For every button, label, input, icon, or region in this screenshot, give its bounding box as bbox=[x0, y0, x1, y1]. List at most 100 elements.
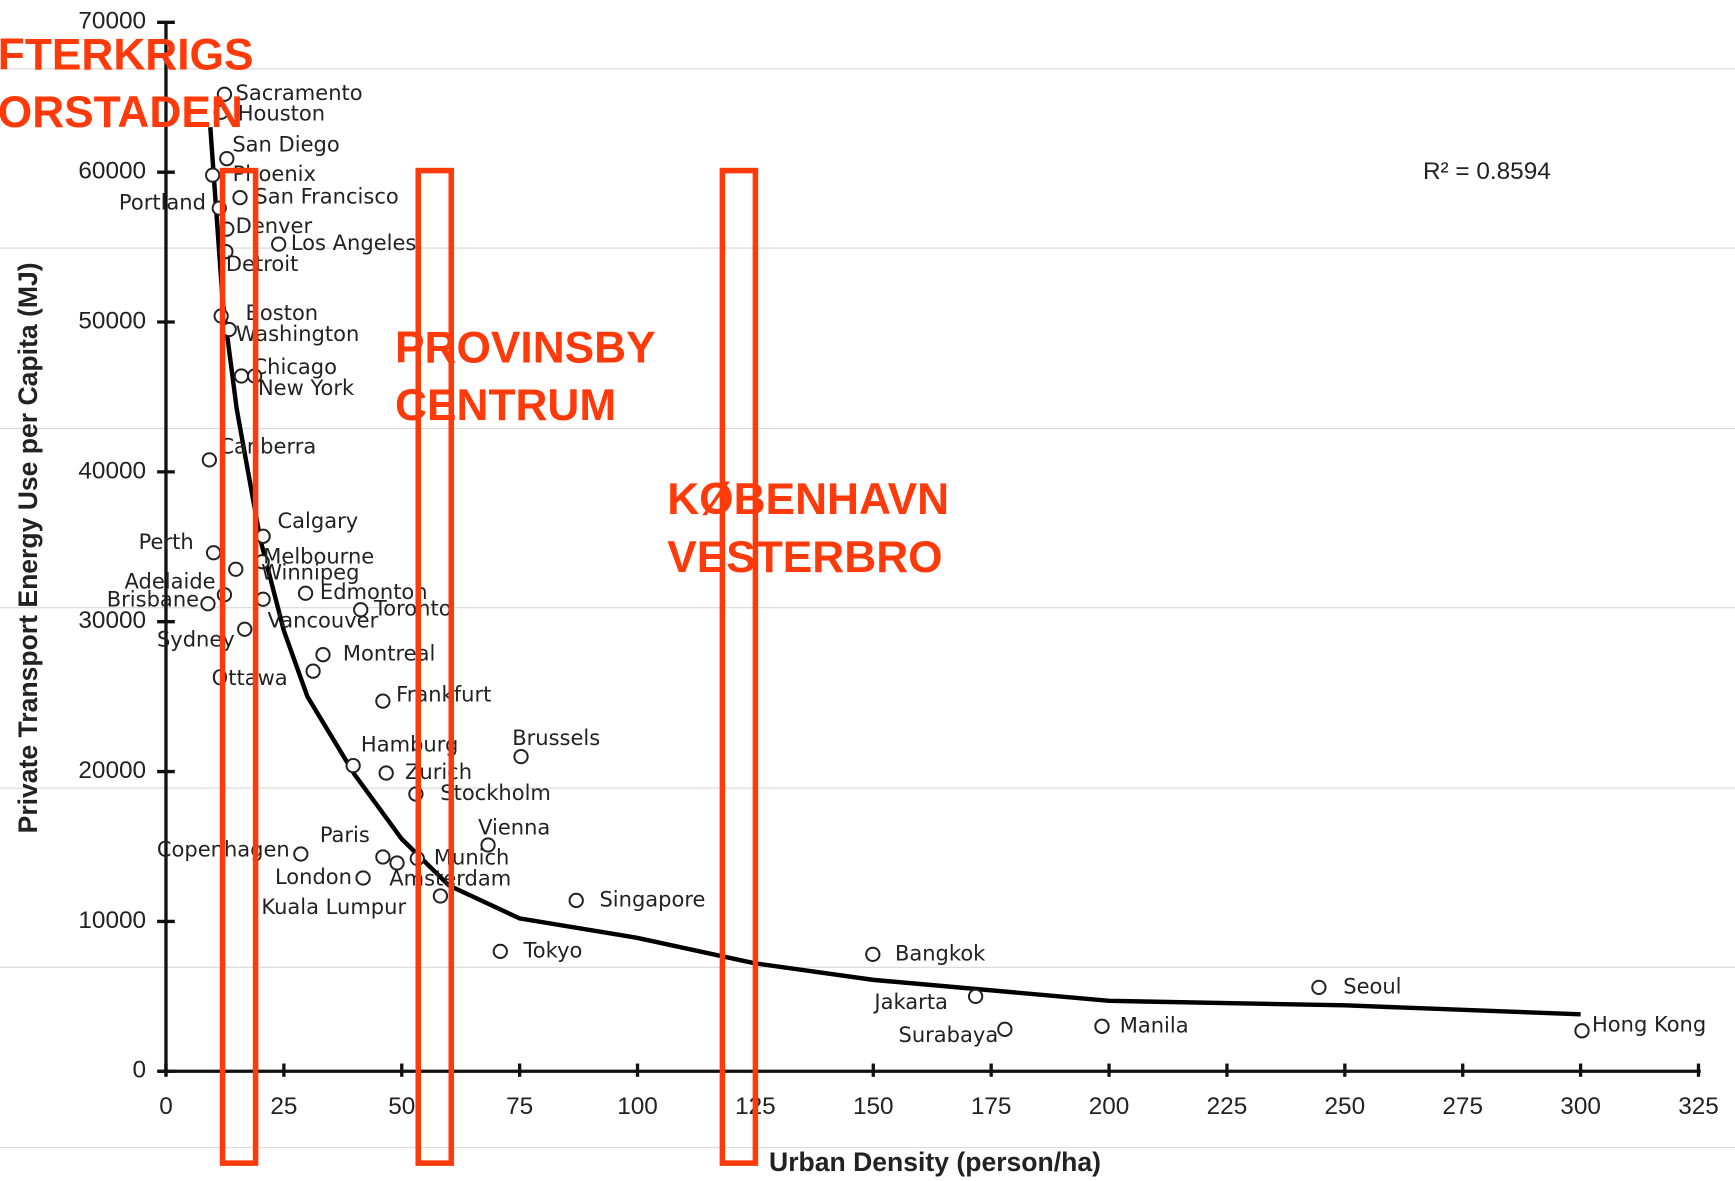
city-point bbox=[353, 602, 369, 618]
y-tick-label: 50000 bbox=[78, 307, 146, 334]
city-point bbox=[1094, 1018, 1110, 1034]
city-point bbox=[997, 1021, 1013, 1037]
city-point bbox=[375, 693, 391, 709]
r-squared: R² = 0.8594 bbox=[1423, 158, 1551, 185]
city-point bbox=[1574, 1023, 1590, 1039]
highlight-band bbox=[415, 167, 455, 1166]
city-label: Paris bbox=[320, 822, 370, 847]
annotation: CENTRUM bbox=[395, 381, 616, 430]
city-point bbox=[865, 946, 881, 963]
city-label: Edmonton bbox=[320, 579, 428, 604]
x-tick-label: 325 bbox=[1678, 1093, 1719, 1120]
annotation: KØBENHAVN bbox=[667, 475, 949, 524]
x-tick-label: 250 bbox=[1325, 1093, 1366, 1120]
y-tick-label: 60000 bbox=[78, 158, 146, 185]
city-label: San Diego bbox=[232, 131, 339, 156]
city-label: Montreal bbox=[343, 641, 435, 666]
city-label: Melbourne bbox=[263, 543, 374, 568]
city-point bbox=[213, 104, 229, 120]
city-label: Phoenix bbox=[233, 161, 316, 186]
city-point bbox=[305, 663, 321, 679]
x-tick-label: 75 bbox=[506, 1093, 533, 1120]
city-label: Perth bbox=[139, 529, 194, 554]
city-point bbox=[1311, 979, 1327, 995]
city-label: Singapore bbox=[599, 886, 705, 911]
city-label: Canberra bbox=[219, 434, 316, 459]
city-point bbox=[216, 86, 233, 102]
city-point bbox=[389, 855, 405, 871]
city-label: Calgary bbox=[277, 508, 358, 533]
city-point bbox=[228, 561, 244, 577]
y-tick-label: 30000 bbox=[78, 607, 146, 634]
annotation: FTERKRIGS bbox=[0, 30, 253, 79]
city-point bbox=[200, 596, 216, 612]
city-point bbox=[255, 591, 271, 607]
city-label: Vienna bbox=[478, 814, 550, 839]
x-tick-label: 25 bbox=[270, 1093, 297, 1120]
annotation: PROVINSBY bbox=[395, 324, 656, 373]
city-label: Manila bbox=[1120, 1012, 1189, 1037]
x-tick-label: 150 bbox=[853, 1093, 894, 1120]
city-point bbox=[255, 528, 271, 544]
city-label: Hamburg bbox=[361, 732, 458, 757]
city-point bbox=[205, 545, 222, 561]
city-point bbox=[201, 452, 217, 468]
y-tick-label: 20000 bbox=[78, 757, 146, 784]
y-axis-label: Private Transport Energy Use per Capita … bbox=[13, 262, 43, 833]
x-tick-label: 100 bbox=[617, 1093, 658, 1120]
highlight-band bbox=[719, 167, 759, 1166]
y-tick-label: 40000 bbox=[78, 457, 146, 484]
city-label: Detroit bbox=[226, 251, 298, 276]
city-label: Munich bbox=[434, 844, 509, 869]
city-label: Sacramento bbox=[236, 80, 363, 105]
city-point bbox=[513, 748, 529, 765]
city-point bbox=[967, 988, 984, 1004]
city-label: Tokyo bbox=[523, 937, 583, 962]
x-tick-label: 300 bbox=[1560, 1093, 1601, 1120]
highlight-band bbox=[219, 167, 259, 1166]
city-point bbox=[432, 888, 449, 904]
city-point bbox=[568, 892, 584, 909]
city-label: Los Angeles bbox=[291, 230, 417, 255]
city-point bbox=[271, 236, 287, 252]
y-tick-label: 70000 bbox=[78, 8, 146, 35]
city-label: San Francisco bbox=[254, 184, 398, 209]
city-label: Jakarta bbox=[872, 989, 948, 1014]
city-point bbox=[293, 846, 309, 862]
annotation: VESTERBRO bbox=[667, 533, 942, 582]
city-point bbox=[219, 151, 235, 167]
trend-line bbox=[208, 127, 1581, 1017]
city-label: Brussels bbox=[512, 725, 600, 750]
city-point bbox=[375, 849, 391, 865]
city-label: Frankfurt bbox=[396, 682, 491, 707]
city-point bbox=[237, 621, 253, 637]
city-point bbox=[315, 647, 331, 663]
city-label: Winnipeg bbox=[261, 560, 359, 585]
city-label: New York bbox=[258, 375, 355, 400]
city-point bbox=[480, 837, 496, 853]
x-tick-label: 50 bbox=[388, 1093, 415, 1120]
city-point bbox=[297, 585, 314, 601]
city-point bbox=[205, 167, 221, 183]
y-tick-label: 0 bbox=[133, 1057, 147, 1084]
city-point bbox=[232, 190, 248, 206]
city-label: Bangkok bbox=[895, 940, 986, 965]
x-tick-label: 275 bbox=[1442, 1093, 1483, 1120]
city-label: London bbox=[275, 864, 352, 889]
slide-lines bbox=[0, 68, 1735, 1149]
city-label: Hong Kong bbox=[1592, 1011, 1706, 1036]
x-tick-label: 0 bbox=[159, 1093, 173, 1120]
city-label: Chicago bbox=[252, 354, 336, 379]
city-label: Toronto bbox=[373, 596, 452, 621]
city-label: Stockholm bbox=[440, 780, 551, 805]
x-tick-label: 225 bbox=[1207, 1093, 1248, 1120]
y-tick-label: 10000 bbox=[78, 907, 146, 934]
x-axis-label: Urban Density (person/ha) bbox=[769, 1147, 1101, 1177]
city-point bbox=[378, 765, 394, 781]
city-label: Seoul bbox=[1343, 973, 1401, 998]
annotation: ORSTADEN bbox=[0, 88, 243, 137]
city-label: Denver bbox=[236, 213, 313, 238]
city-point bbox=[492, 943, 508, 960]
